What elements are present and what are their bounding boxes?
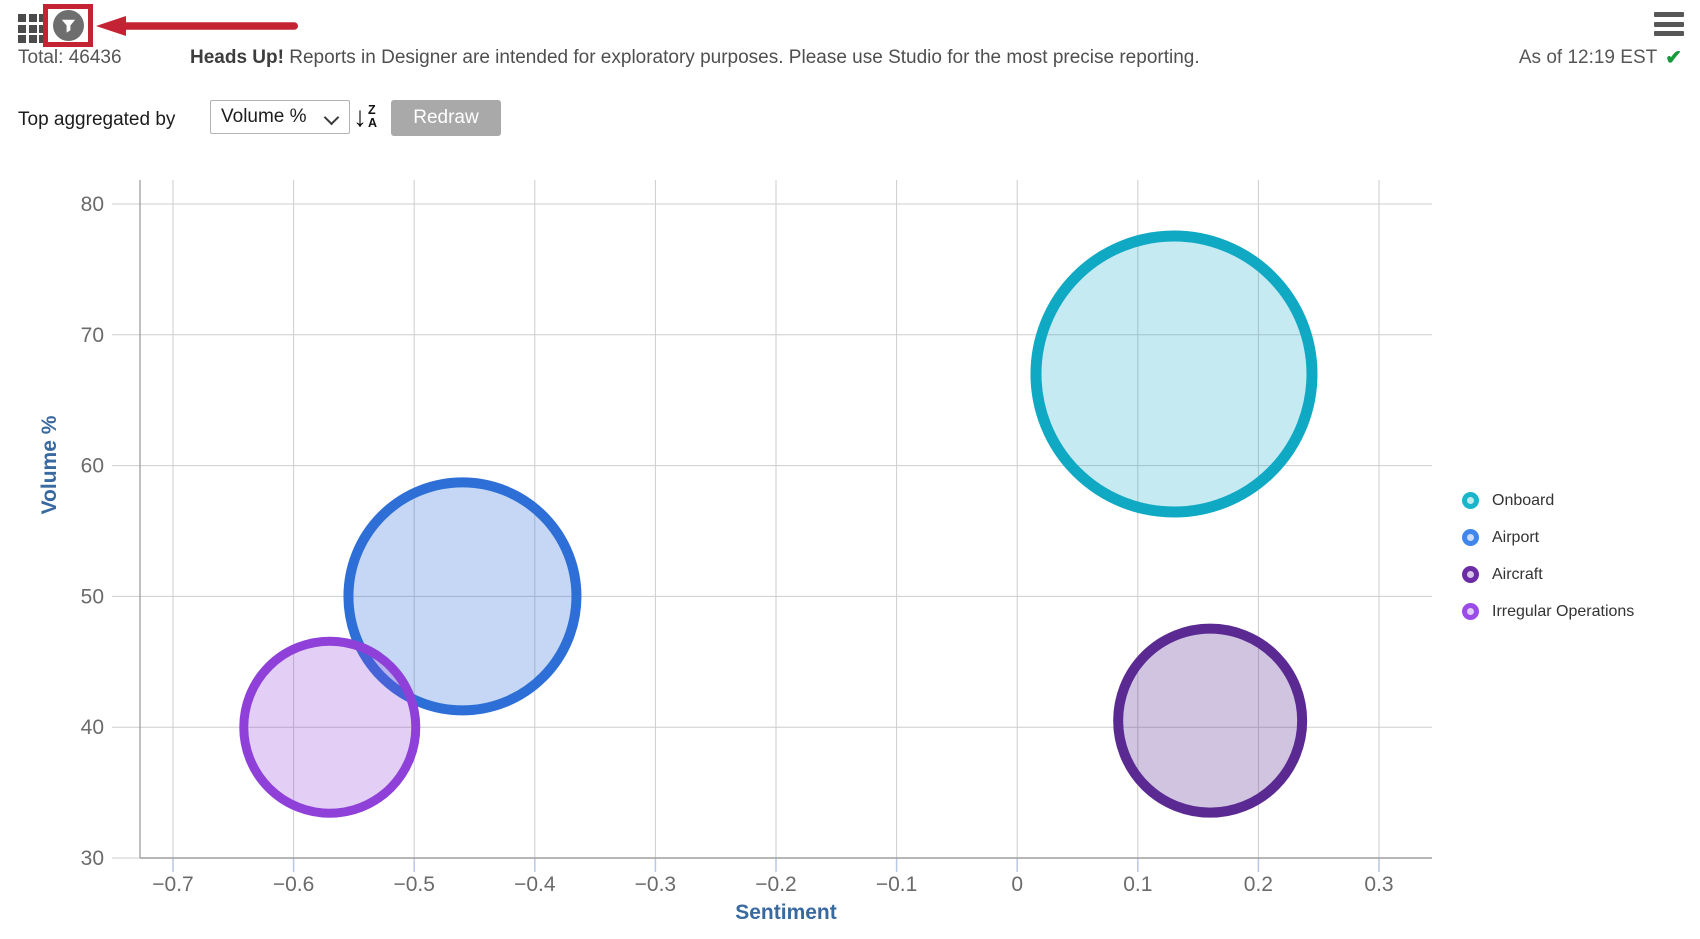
filter-icon[interactable] (52, 10, 84, 41)
down-arrow-glyph: ↓ (353, 101, 367, 132)
y-tick-label: 70 (81, 324, 104, 347)
notice-emphasis: Heads Up! (190, 47, 284, 68)
legend-label: Onboard (1492, 491, 1555, 509)
annotation-highlight-box (43, 4, 93, 47)
bubble-aircraft[interactable] (1113, 623, 1308, 818)
bubble-irregular-operations[interactable] (239, 636, 421, 818)
x-tick-label: −0.5 (393, 873, 434, 896)
x-tick-label: −0.6 (273, 873, 314, 896)
menu-bar (1654, 12, 1684, 17)
y-tick-label: 80 (81, 193, 104, 216)
y-tick-label: 30 (81, 847, 104, 870)
grid-cell (28, 14, 37, 22)
heads-up-notice: Heads Up! Reports in Designer are intend… (190, 47, 1200, 69)
total-count: Total: 46436 (18, 47, 122, 68)
legend-label: Irregular Operations (1492, 602, 1635, 620)
menu-bar (1654, 21, 1684, 27)
sort-a: A (368, 116, 378, 130)
as-of-timestamp: As of 12:19 EST ✔ (1519, 47, 1682, 69)
x-tick-label: −0.2 (755, 873, 796, 896)
chart-legend: Onboard Airport Aircraft Irregular Operatio… (1462, 482, 1634, 630)
chevron-down-icon (323, 109, 340, 126)
legend-swatch (1462, 529, 1479, 546)
legend-item-irregular-operations[interactable]: Irregular Operations (1462, 593, 1634, 630)
sort-z: Z (368, 102, 376, 117)
legend-item-aircraft[interactable]: Aircraft (1462, 556, 1634, 593)
x-tick-label: 0.3 (1364, 873, 1393, 896)
redraw-button[interactable]: Redraw (391, 100, 501, 136)
x-axis-title: Sentiment (735, 901, 837, 924)
aggregation-dropdown[interactable]: Volume % (210, 100, 350, 134)
legend-swatch (1462, 603, 1479, 620)
y-axis-title: Volume % (38, 415, 61, 514)
legend-label: Aircraft (1492, 565, 1543, 583)
y-tick-label: 50 (81, 585, 104, 608)
aggregated-by-label: Top aggregated by (18, 109, 176, 130)
x-tick-label: −0.3 (635, 873, 676, 896)
grid-cell (18, 24, 26, 33)
grid-cell (28, 24, 37, 33)
x-tick-label: 0 (1011, 873, 1023, 896)
sort-descending-za-icon[interactable]: ↓ Z A (353, 102, 377, 132)
x-tick-label: −0.4 (514, 873, 556, 896)
legend-item-onboard[interactable]: Onboard (1462, 482, 1634, 519)
x-tick-label: −0.1 (876, 873, 917, 896)
menu-bar (1654, 31, 1684, 36)
grid-cell (18, 14, 26, 22)
funnel-glyph (61, 19, 75, 33)
grid-cell (28, 35, 37, 43)
hamburger-menu-icon[interactable] (1654, 12, 1684, 36)
x-tick-label: 0.1 (1123, 873, 1152, 896)
y-tick-label: 60 (81, 455, 104, 478)
x-tick-label: 0.2 (1244, 873, 1273, 896)
status-check-icon: ✔ (1665, 47, 1682, 69)
x-tick-label: −0.7 (152, 873, 193, 896)
notice-text: Reports in Designer are intended for exp… (283, 47, 1200, 68)
grid-cell (18, 35, 26, 43)
legend-item-airport[interactable]: Airport (1462, 519, 1634, 556)
bubble-onboard[interactable] (1030, 230, 1318, 518)
dropdown-value: Volume % (221, 106, 307, 127)
legend-label: Airport (1492, 528, 1540, 546)
legend-swatch (1462, 566, 1479, 583)
legend-swatch (1462, 492, 1479, 509)
bubble-airport[interactable] (343, 477, 582, 716)
as-of-text: As of 12:19 EST (1518, 47, 1658, 68)
annotation-arrow (96, 16, 298, 36)
y-tick-label: 40 (81, 716, 104, 739)
